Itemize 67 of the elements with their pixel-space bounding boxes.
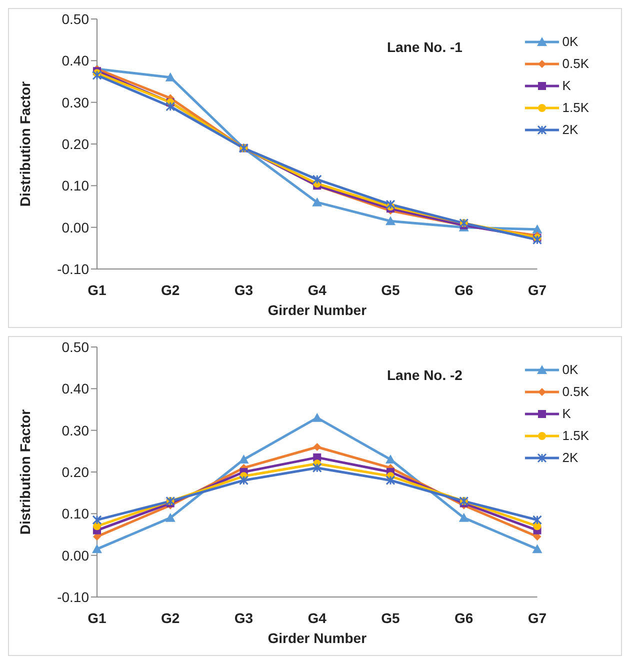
- legend-label: 1.5K: [562, 427, 589, 445]
- legend-label: 0K: [562, 361, 578, 379]
- y-tick-label: 0.30: [62, 94, 90, 110]
- point: [313, 443, 322, 451]
- x-tick-label: G4: [308, 282, 327, 298]
- point: [532, 515, 542, 525]
- point: [92, 544, 102, 554]
- x-tick-label: G4: [308, 610, 327, 626]
- x-tick-label: G6: [454, 610, 474, 626]
- legend-label: 0K: [562, 33, 578, 51]
- legend-label: 1.5K: [562, 99, 589, 117]
- legend-label: 2K: [562, 121, 578, 139]
- point: [238, 454, 249, 464]
- x-tick-label: G3: [234, 282, 254, 298]
- point: [532, 224, 542, 234]
- point: [532, 544, 542, 554]
- y-tick-label: 0.40: [62, 52, 90, 69]
- y-tick-label: 0.40: [62, 380, 90, 397]
- x-tick-label: G2: [161, 610, 180, 626]
- x-tick-label: G5: [381, 282, 400, 298]
- point: [166, 102, 176, 112]
- y-tick-label: 0.30: [62, 422, 90, 438]
- point: [312, 174, 322, 184]
- y-tick-label: 0.50: [62, 338, 90, 355]
- y-tick-label: -0.10: [57, 588, 90, 605]
- point: [92, 70, 102, 80]
- y-tick-label: 0.10: [62, 178, 90, 194]
- x-axis-title: Girder Number: [268, 630, 368, 646]
- x-tick-label: G7: [528, 610, 547, 626]
- x-tick-label: G5: [381, 610, 400, 626]
- y-tick-label: 0.00: [62, 547, 90, 564]
- legend-label: 2K: [562, 449, 578, 467]
- point: [312, 197, 322, 206]
- point: [458, 512, 469, 522]
- point: [92, 515, 102, 525]
- point: [532, 235, 542, 245]
- x-tick-label: G7: [528, 282, 547, 298]
- point: [312, 463, 322, 473]
- annotation: Lane No. -1: [387, 39, 462, 55]
- x-tick-label: G6: [454, 282, 474, 298]
- legend-label: K: [562, 405, 571, 423]
- x-tick-label: G1: [88, 282, 107, 298]
- legend-label: 0.5K: [562, 383, 589, 401]
- point: [165, 72, 176, 82]
- y-tick-label: 0.10: [62, 506, 90, 522]
- legend-label: K: [562, 77, 571, 95]
- y-tick-label: 0.00: [62, 219, 90, 236]
- y-tick-label: 0.50: [62, 10, 90, 27]
- x-tick-label: G1: [88, 610, 107, 626]
- y-axis-title: Distribution Factor: [16, 408, 33, 535]
- point: [239, 476, 248, 486]
- y-axis-title: Distribution Factor: [16, 80, 33, 207]
- legend-label: 0.5K: [562, 55, 589, 73]
- annotation: Lane No. -2: [387, 367, 462, 383]
- point: [386, 200, 396, 210]
- y-tick-label: -0.10: [57, 260, 90, 277]
- x-tick-label: G2: [161, 282, 180, 298]
- x-axis-title: Girder Number: [268, 302, 368, 318]
- point: [165, 512, 176, 522]
- x-tick-label: G3: [234, 610, 254, 626]
- point: [386, 454, 396, 464]
- y-tick-label: 0.20: [62, 136, 90, 152]
- point: [386, 216, 396, 226]
- y-tick-label: 0.20: [62, 464, 90, 480]
- point: [93, 522, 101, 530]
- point: [312, 412, 322, 422]
- point: [386, 476, 396, 486]
